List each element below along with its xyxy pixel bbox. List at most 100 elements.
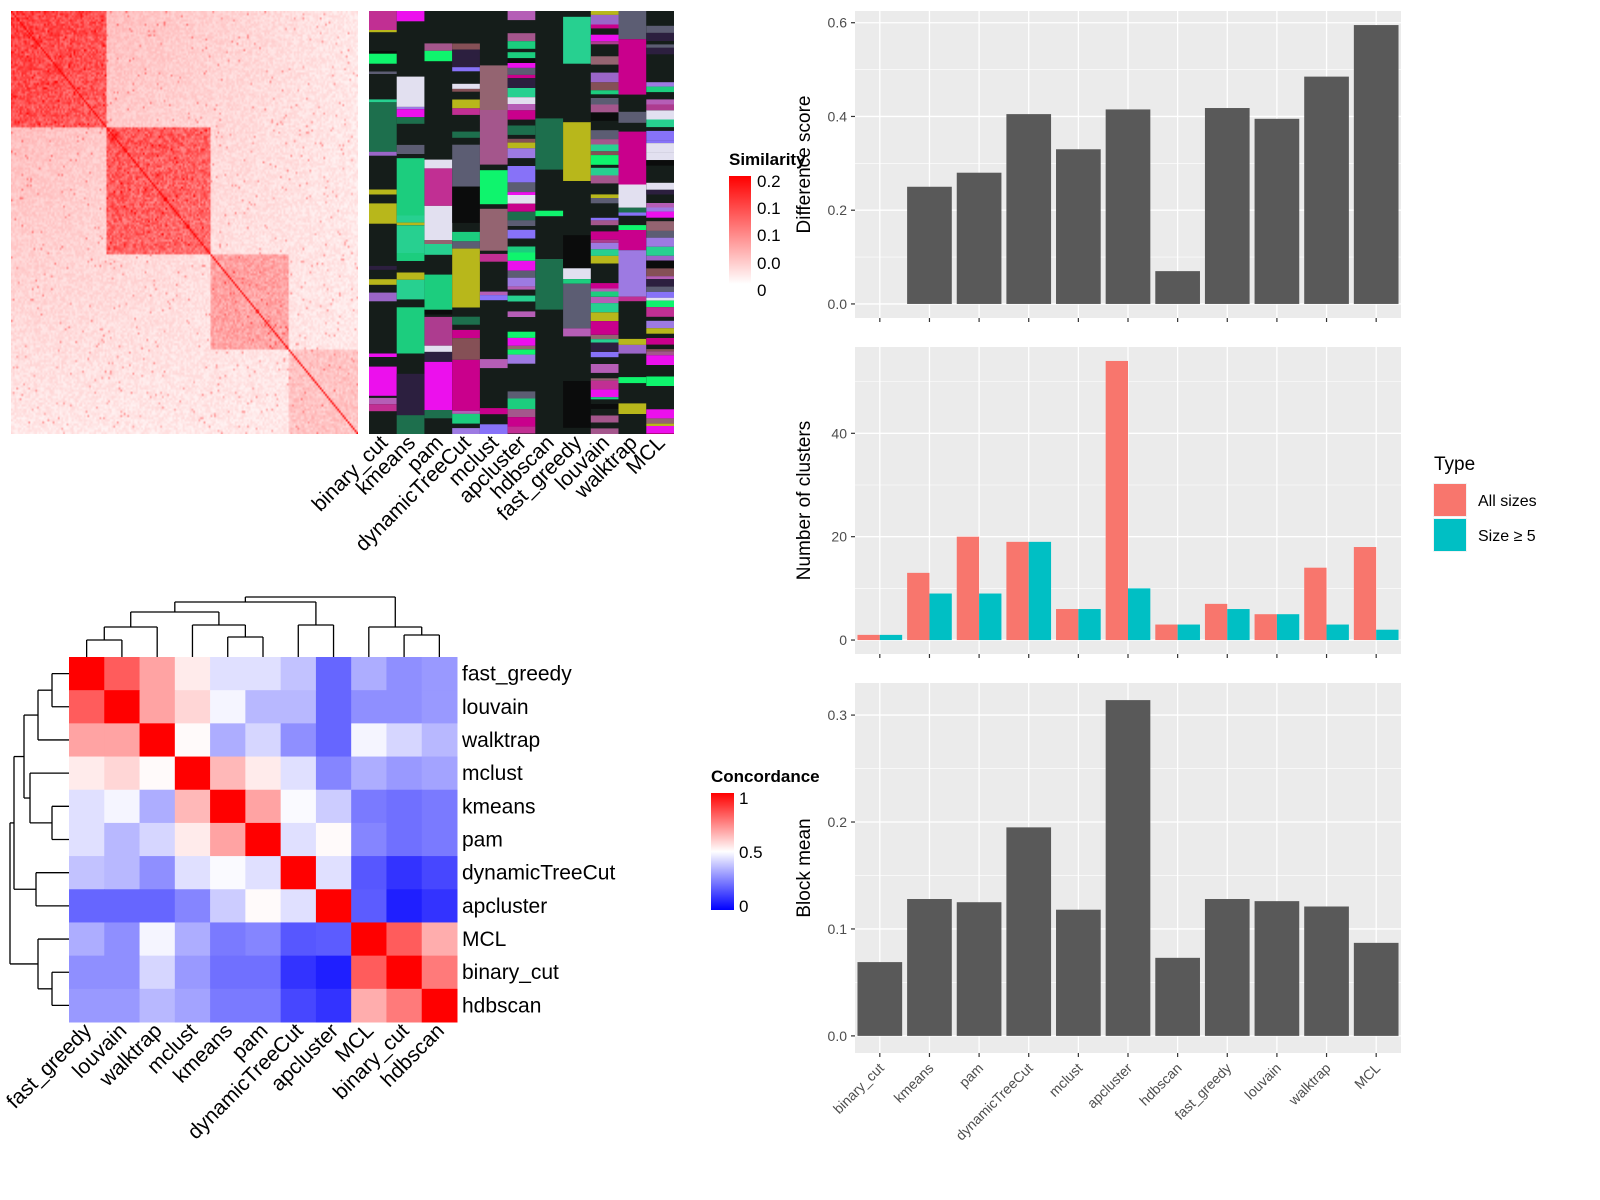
concordance-cell: [280, 690, 317, 724]
assignment-segment-pam: [424, 244, 453, 255]
assignment-segment-walktrap: [618, 344, 647, 354]
assignment-segment-MCL: [646, 203, 674, 208]
assignment-segment-fast_greedy: [563, 268, 591, 280]
y-tick-label: 20: [831, 529, 847, 545]
bar-MCL-size-ge-5: [1376, 629, 1399, 641]
assignment-segment-pam: [424, 316, 453, 346]
concordance-cell: [139, 856, 176, 890]
assignment-segment-louvain: [590, 312, 619, 322]
assignment-segment-pam: [424, 43, 453, 51]
cluster-assignment-panel: [369, 11, 674, 434]
concordance-cell: [421, 756, 458, 791]
concordance-cell: [351, 690, 387, 724]
concordance-cell: [245, 922, 282, 957]
concordance-cell: [210, 856, 246, 890]
concordance-cell: [351, 856, 387, 890]
assignment-segment-louvain: [590, 11, 619, 15]
bar-walktrap-size-ge-5: [1326, 624, 1349, 641]
assignment-segment-dynamicTreeCut: [452, 99, 480, 109]
bar-dynamicTreeCut: [1006, 827, 1052, 1036]
assignment-segment-walktrap: [618, 111, 647, 123]
assignment-segment-MCL: [646, 47, 674, 55]
concordance-cell: [174, 922, 211, 957]
assignment-segment-louvain: [590, 130, 619, 140]
x-tick-label-louvain: louvain: [1241, 1060, 1284, 1103]
assignment-segment-kmeans: [396, 272, 425, 280]
assignment-segment-MCL: [646, 110, 674, 120]
assignment-segment-binary_cut: [369, 71, 397, 74]
assignment-segment-louvain: [590, 378, 619, 381]
assignment-segment-kmeans: [396, 373, 425, 416]
assignment-segment-walktrap: [618, 11, 647, 40]
assignment-segment-apcluster: [507, 74, 536, 79]
concordance-legend-tick: 0.5: [739, 843, 763, 862]
assignment-segment-dynamicTreeCut: [452, 186, 480, 223]
assignment-segment-MCL: [646, 221, 674, 231]
assignment-segment-MCL: [646, 418, 674, 424]
concordance-cell: [351, 657, 387, 691]
type-legend-title: Type: [1434, 454, 1475, 475]
bar-kmeans: [907, 186, 952, 304]
bar-dynamicTreeCut-size-ge-5: [1028, 541, 1052, 641]
x-tick-label-pam: pam: [956, 1060, 987, 1091]
assignment-segment-pam: [424, 159, 453, 169]
bar-kmeans-size-ge-5: [929, 593, 952, 641]
bar-walktrap: [1304, 906, 1349, 1036]
concordance-cell: [104, 955, 141, 990]
assignment-segment-mclust: [479, 253, 508, 262]
assignment-segment-MCL: [646, 307, 674, 317]
concordance-cell: [69, 723, 105, 758]
assignment-segment-louvain: [590, 167, 619, 176]
assignment-segment-fast_greedy: [563, 235, 591, 269]
assignment-segment-apcluster: [507, 148, 536, 159]
bar-fast_greedy: [1204, 108, 1250, 304]
assignment-segment-kmeans: [396, 307, 425, 354]
type-legend: Type All sizes Size ≥ 5: [1433, 454, 1537, 552]
y-tick-label: 0.2: [828, 814, 848, 830]
y-tick-label: 0.0: [828, 1028, 848, 1044]
concordance-cell: [280, 822, 317, 857]
similarity-legend-tick: 0.1: [757, 199, 781, 218]
similarity-legend-tick: 0.0: [757, 254, 781, 273]
assignment-segment-MCL: [646, 291, 674, 298]
concordance-cell: [386, 657, 423, 691]
assignment-segment-apcluster: [507, 277, 536, 287]
bar-pam: [956, 172, 1002, 304]
concordance-cell: [315, 955, 352, 990]
assignment-segment-dynamicTreeCut: [452, 359, 480, 411]
concordance-colorbar: [711, 793, 734, 910]
assignment-segment-pam: [424, 205, 453, 240]
assignment-segment-apcluster: [507, 260, 536, 271]
concordance-cell: [69, 789, 105, 824]
assignment-segment-louvain: [590, 24, 619, 29]
assignment-segment-MCL: [646, 338, 674, 345]
concordance-cell: [386, 856, 423, 890]
assignment-segment-dynamicTreeCut: [452, 338, 480, 360]
x-tick-label-MCL: MCL: [1351, 1060, 1383, 1092]
assignment-segment-MCL: [646, 230, 674, 238]
assignment-segment-dynamicTreeCut: [452, 248, 480, 308]
assignment-segment-dynamicTreeCut: [452, 108, 480, 115]
assignment-segment-MCL: [646, 237, 674, 247]
bar-walktrap: [1304, 76, 1349, 304]
concordance-cell: [210, 756, 246, 791]
assignment-segment-louvain: [590, 144, 619, 152]
assignment-segment-apcluster: [507, 345, 536, 350]
assignment-segment-fast_greedy: [563, 279, 591, 284]
assignment-segment-apcluster: [507, 398, 536, 404]
concordance-cell: [104, 889, 141, 923]
assignment-segment-louvain: [590, 303, 619, 313]
assignment-segment-MCL: [646, 276, 674, 279]
assignment-segment-apcluster: [507, 142, 536, 149]
assignment-segment-kmeans: [396, 225, 425, 253]
y-tick-label: 0.3: [828, 707, 848, 723]
assignment-segment-louvain: [590, 249, 619, 256]
assignment-segment-kmeans: [396, 144, 425, 154]
assignment-segment-apcluster: [507, 104, 536, 111]
assignment-segment-MCL: [646, 160, 674, 166]
assignment-segment-MCL: [646, 355, 674, 365]
concordance-cell: [139, 988, 176, 1023]
assignment-segment-MCL: [646, 260, 674, 269]
assignment-segment-MCL: [646, 320, 674, 329]
